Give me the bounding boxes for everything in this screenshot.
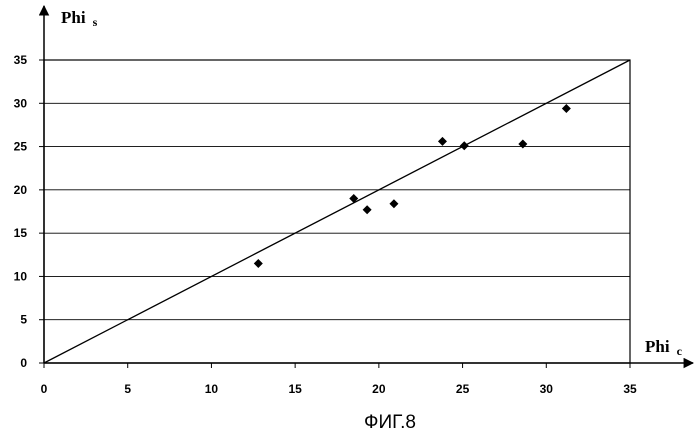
data-point-diamond bbox=[363, 205, 372, 214]
data-point-diamond bbox=[389, 199, 398, 208]
y-tick-labels: 0 5 10 15 20 25 30 35 bbox=[14, 53, 44, 370]
y-tick-label: 25 bbox=[14, 140, 28, 154]
x-tick-label: 20 bbox=[372, 382, 386, 396]
x-tick-label: 30 bbox=[540, 382, 554, 396]
y-axis-title: Phi s bbox=[61, 8, 98, 29]
x-tick-label: 35 bbox=[623, 382, 637, 396]
y-tick-label: 5 bbox=[20, 313, 27, 327]
y-tick-label: 20 bbox=[14, 183, 28, 197]
y-tick-label: 10 bbox=[14, 269, 28, 283]
x-axis-title-main: Phi bbox=[645, 337, 670, 356]
data-point-diamond bbox=[254, 259, 263, 268]
x-tick-label: 10 bbox=[205, 382, 219, 396]
y-tick-label: 30 bbox=[14, 96, 28, 110]
y-tick-label: 0 bbox=[20, 356, 27, 370]
reference-line bbox=[44, 60, 630, 363]
data-points bbox=[254, 104, 571, 268]
figure-caption: ФИГ.8 bbox=[364, 412, 416, 433]
x-axis-title-sub: c bbox=[677, 344, 683, 358]
y-axis-title-main: Phi bbox=[61, 8, 86, 27]
x-tick-label: 0 bbox=[41, 382, 48, 396]
y-axis-title-sub: s bbox=[93, 15, 98, 29]
x-axis-title: Phi c bbox=[645, 337, 683, 358]
x-tick-label: 15 bbox=[288, 382, 302, 396]
x-tick-label: 5 bbox=[124, 382, 131, 396]
data-point-diamond bbox=[518, 139, 527, 148]
data-point-diamond bbox=[562, 104, 571, 113]
data-point-diamond bbox=[460, 141, 469, 150]
x-tick-label: 25 bbox=[456, 382, 470, 396]
data-point-diamond bbox=[438, 137, 447, 146]
y-tick-label: 35 bbox=[14, 53, 28, 67]
x-tick-labels: 0 5 10 15 20 25 30 35 bbox=[41, 363, 637, 396]
y-tick-label: 15 bbox=[14, 226, 28, 240]
